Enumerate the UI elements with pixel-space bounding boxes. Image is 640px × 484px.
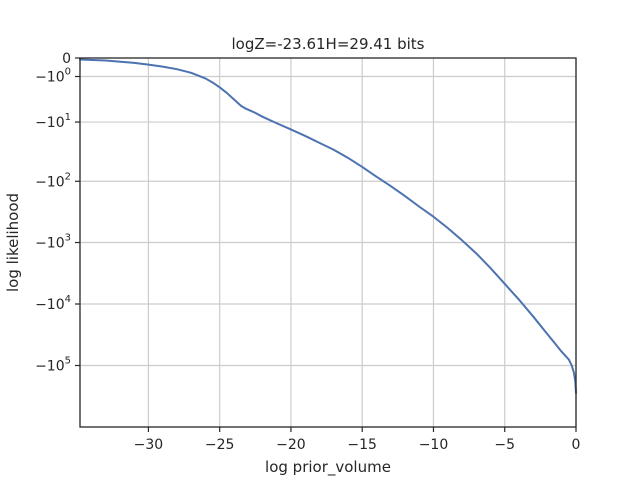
y-tick-label: −101 xyxy=(35,112,71,131)
x-tick-label: −5 xyxy=(494,437,515,453)
x-axis-label: log prior_volume xyxy=(265,458,391,477)
y-tick-label: −102 xyxy=(35,171,71,190)
y-tick-label-exponent: 5 xyxy=(65,356,71,367)
y-tick-label-exponent: 0 xyxy=(65,67,71,78)
series-layer xyxy=(79,58,577,394)
x-tick-label: −30 xyxy=(134,437,164,453)
y-tick-label: −105 xyxy=(35,356,71,375)
y-tick-label-base: 0 xyxy=(62,51,71,67)
y-tick-label-base: −10 xyxy=(35,236,65,252)
grid xyxy=(80,58,577,427)
y-axis-label: log likelihood xyxy=(4,193,22,292)
y-tick-label: −100 xyxy=(35,67,71,86)
y-tick-label-exponent: 2 xyxy=(65,171,71,182)
chart-title: logZ=-23.61H=29.41 bits xyxy=(231,35,424,53)
y-tick-label-base: −10 xyxy=(35,70,65,86)
x-tick-label: 0 xyxy=(572,437,581,453)
y-tick-label-exponent: 4 xyxy=(65,294,71,305)
y-tick-label-base: −10 xyxy=(35,115,65,131)
y-tick-label: −104 xyxy=(35,294,71,313)
y-axis-ticks: 0−100−101−102−103−104−105 xyxy=(35,51,80,375)
x-tick-label: −15 xyxy=(347,437,377,453)
x-tick-label: −10 xyxy=(419,437,449,453)
y-tick-label: 0 xyxy=(62,51,71,67)
x-tick-label: −25 xyxy=(205,437,235,453)
series-line xyxy=(79,58,577,394)
y-tick-label-base: −10 xyxy=(35,359,65,375)
y-tick-label-exponent: 3 xyxy=(65,233,71,244)
y-tick-label-base: −10 xyxy=(35,174,65,190)
y-tick-label-exponent: 1 xyxy=(65,112,71,123)
x-tick-label: −20 xyxy=(276,437,306,453)
y-tick-label-base: −10 xyxy=(35,297,65,313)
y-tick-label: −103 xyxy=(35,233,71,252)
x-axis-ticks: −30 −25 −20 −15 −10 −5 0 xyxy=(134,427,581,453)
